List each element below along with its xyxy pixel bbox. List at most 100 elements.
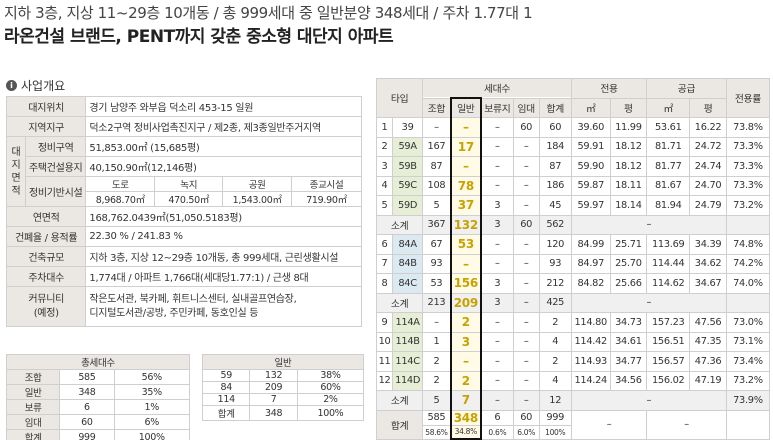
table-row: 59 132 38% — [201, 369, 365, 382]
subhead: 합계 — [538, 97, 572, 118]
cell-exclusive-m2: 59.97 — [570, 195, 611, 216]
table-cell: 209 — [249, 381, 298, 394]
cell-exclusive: – — [570, 390, 727, 411]
unit-row: 3 59B 87– – –87 59.90 18.12 81.77 24.74 73.3% — [376, 156, 771, 177]
parking-value: 1,774대 / 아파트 1,766대(세대당1.77:1) / 근생 8대 — [85, 266, 362, 287]
cell-rental: – — [512, 156, 540, 177]
cell-sum: 562 — [538, 214, 572, 235]
cell-rental: – — [512, 292, 540, 313]
row-number: 4 — [376, 175, 393, 196]
cell-sum: 2 — [538, 351, 572, 372]
cell-exclusive-py: 34.73 — [609, 312, 648, 333]
cell-rental: – — [512, 370, 540, 391]
cell-supply-m2: 81.67 — [646, 175, 691, 196]
table-cell: 6% — [113, 414, 191, 430]
unit-row: 6 84A 67 53– –120 84.99 25.71 113.69 34.39 74.8% — [376, 234, 771, 255]
cell-exclusive-m2: 59.91 — [570, 136, 611, 157]
table-row: 건폐율 / 용적률 22.30 % / 241.83 % — [5, 226, 362, 247]
cell-ratio: 74.2% — [725, 253, 771, 274]
section-heading: i 사업개요 — [6, 77, 65, 94]
cell-sum: 87 — [538, 156, 572, 177]
infra-head: 도로 — [85, 176, 156, 192]
cell-exclusive-py: 34.77 — [609, 351, 648, 372]
table-cell: 348 — [249, 405, 298, 421]
table-title: 일반 — [202, 354, 364, 370]
cell-union: 93 — [422, 253, 452, 274]
cell-exclusive-py: 25.71 — [609, 234, 648, 255]
row-label: 정비구역 — [24, 136, 87, 157]
cell-supply-m2: 157.23 — [646, 312, 691, 333]
cell-union: – — [422, 117, 452, 138]
pct-cell: 0.6% — [480, 424, 514, 440]
cell-ratio: 73.8% — [725, 117, 771, 138]
location-value: 경기 남양주 와부읍 덕소리 453-15 일원 — [85, 96, 362, 117]
cell-reserve: – — [480, 136, 514, 157]
cell-general: – — [449, 156, 482, 177]
subtotal-label: 소계 — [375, 292, 424, 313]
subhead: 평 — [689, 97, 727, 118]
row-number: 11 — [376, 351, 393, 372]
cell-general: 132 — [449, 214, 482, 235]
cell-rental: – — [512, 351, 540, 372]
infra-head: 종교시설 — [291, 176, 362, 192]
cell-union: 53 — [422, 273, 452, 294]
cell-reserve: – — [480, 253, 514, 274]
cell-union: 1 — [422, 331, 452, 352]
table-cell: 합계 — [5, 429, 61, 440]
subtotal-row: 소계 367 132 3 60 562– — [375, 214, 771, 235]
table-cell: 999 — [59, 429, 115, 440]
cell-supply-m2: 156.51 — [646, 331, 691, 352]
cell-general: 7 — [449, 390, 482, 411]
cell-sum: 425 — [538, 292, 572, 313]
cell-union: 108 — [422, 175, 452, 196]
row-number: 9 — [376, 312, 393, 333]
subhead: 보류지 — [480, 97, 514, 118]
cell-ratio: 73.9% — [725, 390, 771, 411]
table-cell: 35% — [113, 384, 191, 400]
ratio-value: 22.30 % / 241.83 % — [85, 226, 362, 247]
cell-union: 2 — [422, 370, 452, 391]
cell-general: 3 — [449, 331, 482, 352]
unit-row: 12 114D 2 2– –4 114.24 34.56 156.02 47.19 73.2% — [376, 370, 771, 391]
cell-reserve: – — [480, 175, 514, 196]
cell-general: 2 — [449, 370, 482, 391]
unit-type: 59B — [391, 156, 424, 177]
total-cell: 60 — [512, 409, 540, 426]
cell-ratio: 73.0% — [725, 312, 771, 333]
cell-exclusive-m2: 114.42 — [570, 331, 611, 352]
table-cell: 114 — [201, 393, 251, 406]
page-title: 라온건설 브랜드, PENT까지 갖춘 중소형 대단지 아파트 — [4, 27, 394, 47]
cell-supply-py: 47.35 — [689, 331, 727, 352]
cell-sum: 12 — [538, 390, 572, 411]
cell-general: 156 — [449, 273, 482, 294]
total-exclusive: – — [570, 409, 648, 440]
cell-exclusive-py: 18.14 — [609, 195, 648, 216]
unit-type: 59A — [391, 136, 424, 157]
unit-type: 114C — [391, 351, 424, 372]
cell-ratio: 73.1% — [725, 331, 771, 352]
cell-exclusive-m2: 59.87 — [570, 175, 611, 196]
unit-type: 84A — [391, 234, 424, 255]
cell-general: 209 — [449, 292, 482, 313]
cell-sum: 120 — [538, 234, 572, 255]
unit-type: 59D — [391, 195, 424, 216]
cell-reserve: – — [480, 312, 514, 333]
cell-supply-py: 47.36 — [689, 351, 727, 372]
subhead: ㎡ — [646, 97, 691, 118]
zone-value: 덕소2구역 정비사업촉진지구 / 제2종, 제3종일반주거지역 — [85, 116, 362, 137]
unit-row: 1 39– – –60 60 39.60 11.99 53.61 16.22 73.8% — [376, 117, 771, 138]
table-row: 대지위치 경기 남양주 와부읍 덕소리 453-15 일원 — [5, 96, 362, 117]
unit-row: 2 59A 167 17– –184 59.91 18.12 81.71 24.72 73.3% — [376, 136, 771, 157]
unit-type: 84C — [391, 273, 424, 294]
table-row: 조합 585 56% — [5, 369, 191, 385]
row-number: 3 — [376, 156, 393, 177]
row-number: 7 — [376, 253, 393, 274]
table-cell: 일반 — [5, 384, 61, 400]
cell-rental: 60 — [512, 214, 540, 235]
general-sale-table: 일반 59 132 38% 84 209 60% 114 7 2% 합계 348 100% — [201, 354, 365, 421]
cell-supply-py: 24.70 — [689, 175, 727, 196]
cell-rental: – — [512, 253, 540, 274]
row-number: 8 — [376, 273, 393, 294]
pct-cell: 100% — [538, 424, 572, 440]
cell-supply-py: 34.67 — [689, 273, 727, 294]
